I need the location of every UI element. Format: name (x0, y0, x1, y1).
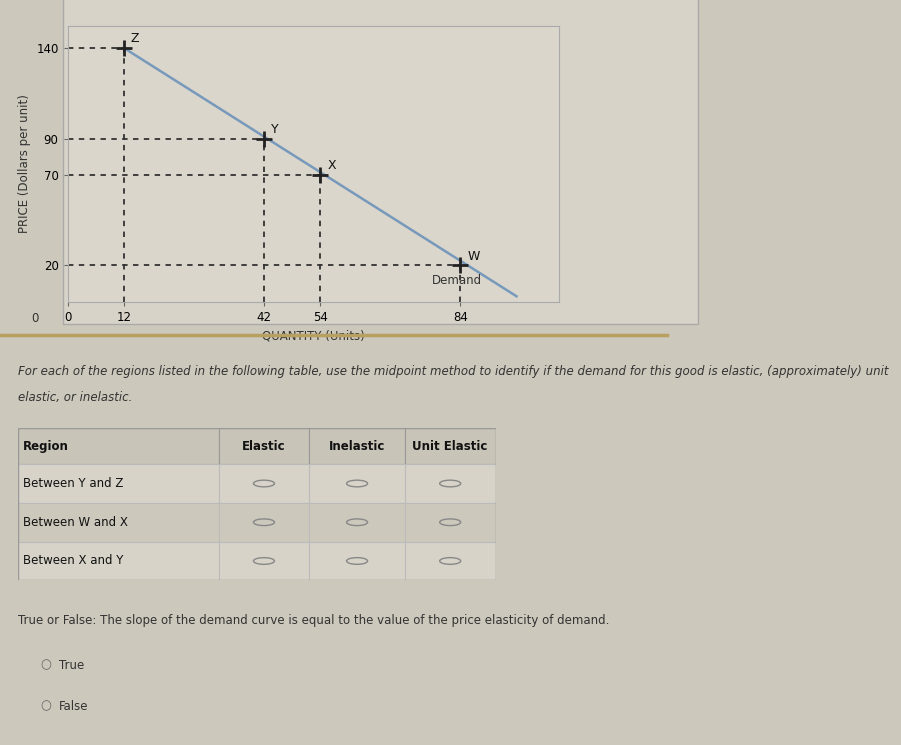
Bar (405, 428, 496, 464)
Bar (18, 542, 219, 580)
Text: Y: Y (271, 123, 278, 136)
X-axis label: QUANTITY (Units): QUANTITY (Units) (261, 329, 365, 342)
Text: Region: Region (23, 440, 68, 453)
Bar (18, 428, 219, 464)
Bar (219, 542, 309, 580)
Text: 0: 0 (32, 311, 39, 325)
Text: Unit Elastic: Unit Elastic (413, 440, 487, 453)
Y-axis label: PRICE (Dollars per unit): PRICE (Dollars per unit) (18, 95, 31, 233)
Bar (405, 542, 496, 580)
Bar (405, 503, 496, 542)
Text: Z: Z (131, 32, 140, 45)
Bar (18, 464, 219, 503)
Text: Demand: Demand (432, 273, 482, 287)
Text: Elastic: Elastic (242, 440, 286, 453)
Bar (309, 542, 405, 580)
Text: Inelastic: Inelastic (329, 440, 386, 453)
Text: Between Y and Z: Between Y and Z (23, 477, 123, 490)
Text: False: False (59, 700, 88, 712)
Bar (219, 464, 309, 503)
Bar (309, 428, 405, 464)
Text: Between X and Y: Between X and Y (23, 554, 123, 568)
Text: For each of the regions listed in the following table, use the midpoint method t: For each of the regions listed in the fo… (18, 365, 888, 378)
Text: True or False: The slope of the demand curve is equal to the value of the price : True or False: The slope of the demand c… (18, 614, 609, 627)
Text: W: W (468, 250, 480, 263)
Text: Between W and X: Between W and X (23, 516, 128, 529)
Text: X: X (327, 159, 336, 172)
Bar (405, 464, 496, 503)
Bar (309, 503, 405, 542)
Bar (219, 428, 309, 464)
Text: True: True (59, 659, 84, 671)
Text: ○: ○ (41, 700, 51, 712)
Bar (219, 503, 309, 542)
Text: ○: ○ (41, 659, 51, 671)
Bar (309, 464, 405, 503)
Text: elastic, or inelastic.: elastic, or inelastic. (18, 391, 132, 404)
Bar (18, 503, 219, 542)
